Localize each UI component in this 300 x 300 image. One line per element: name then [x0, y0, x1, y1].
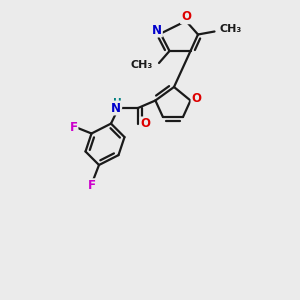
Text: F: F: [70, 121, 77, 134]
Text: CH₃: CH₃: [220, 24, 242, 34]
Text: O: O: [140, 117, 151, 130]
Text: O: O: [191, 92, 202, 105]
Text: F: F: [88, 179, 96, 192]
Text: CH₃: CH₃: [130, 60, 152, 70]
Text: N: N: [110, 101, 121, 115]
Text: H: H: [112, 98, 122, 108]
Text: O: O: [181, 10, 191, 23]
Text: N: N: [152, 23, 162, 37]
